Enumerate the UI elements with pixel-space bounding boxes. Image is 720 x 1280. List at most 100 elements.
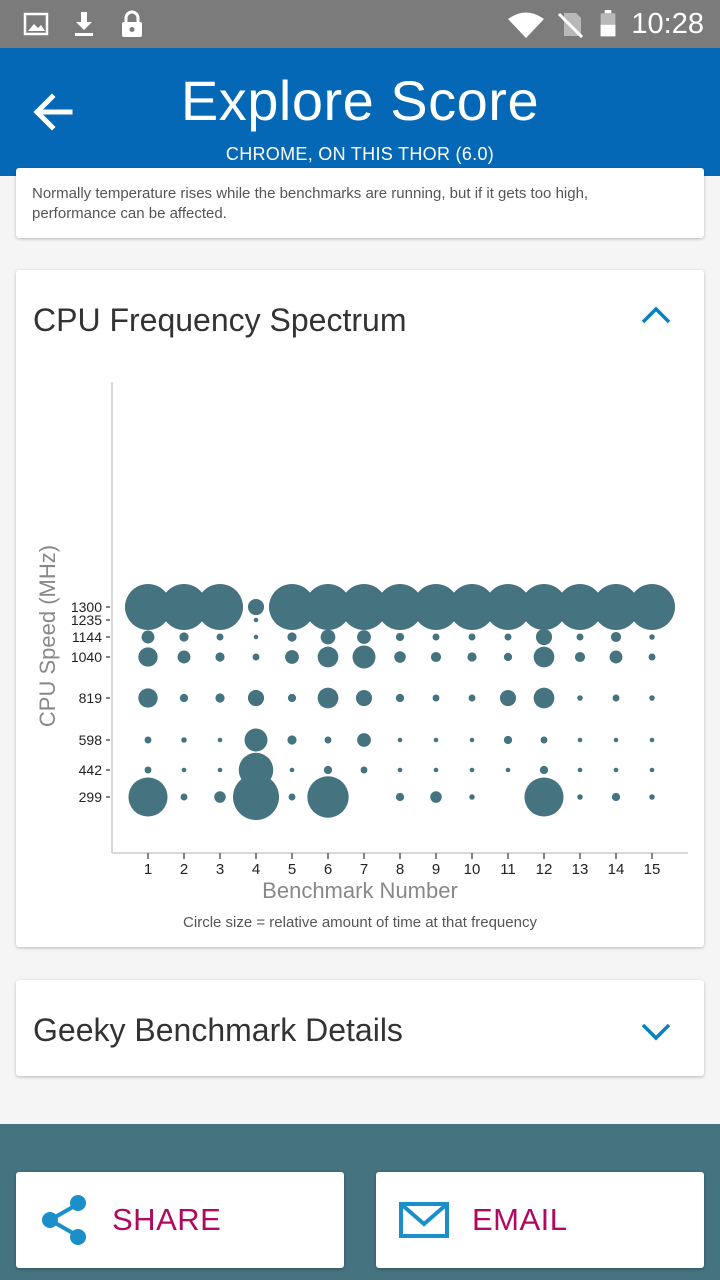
data-bubble xyxy=(504,633,512,641)
data-bubble xyxy=(395,693,405,703)
data-bubble xyxy=(540,736,548,744)
bottom-action-bar: SHARE EMAIL xyxy=(0,1124,720,1280)
x-tick-label: 3 xyxy=(216,861,224,878)
data-bubble xyxy=(469,794,475,800)
data-bubble xyxy=(394,651,406,663)
data-bubble xyxy=(577,695,583,701)
battery-icon xyxy=(600,10,616,37)
data-bubble xyxy=(252,653,260,661)
cpu-frequency-card: CPU Frequency Spectrum 299 442 598 819 1040 1… xyxy=(16,270,704,947)
data-bubble xyxy=(179,632,189,642)
data-bubble xyxy=(432,694,440,702)
data-bubble xyxy=(397,737,403,743)
data-bubble xyxy=(629,584,675,630)
y-tick-label: 299 xyxy=(79,789,103,805)
data-bubble xyxy=(216,633,224,641)
data-bubble xyxy=(430,791,442,803)
data-bubble xyxy=(244,728,268,752)
data-bubble xyxy=(468,694,476,702)
data-bubble xyxy=(521,584,567,630)
data-bubble xyxy=(317,687,339,709)
data-bubble xyxy=(649,695,655,701)
data-bubble xyxy=(217,737,223,743)
app-bar: Explore Score CHROME, ON THIS THOR (6.0) xyxy=(0,48,720,176)
chevron-down-icon[interactable] xyxy=(639,1020,673,1042)
data-bubble xyxy=(469,767,475,773)
data-bubble xyxy=(577,767,583,773)
data-bubble xyxy=(357,630,371,644)
data-bubble xyxy=(181,737,187,743)
wifi-icon xyxy=(508,12,544,38)
data-bubble xyxy=(533,687,555,709)
share-button[interactable]: SHARE xyxy=(16,1172,344,1268)
x-tick-label: 14 xyxy=(608,861,625,878)
chevron-up-icon[interactable] xyxy=(639,304,673,326)
data-bubble xyxy=(576,633,584,641)
data-bubble xyxy=(610,631,622,643)
geeky-benchmark-title: Geeky Benchmark Details xyxy=(33,1012,403,1048)
x-tick-label: 10 xyxy=(464,861,481,878)
data-bubble xyxy=(395,792,405,802)
y-tick-label: 1144 xyxy=(72,629,102,645)
data-bubble xyxy=(289,767,295,773)
data-bubble xyxy=(499,689,517,707)
data-bubble xyxy=(469,737,475,743)
email-button[interactable]: EMAIL xyxy=(376,1172,704,1268)
back-arrow-icon[interactable] xyxy=(30,90,74,134)
chart-axes xyxy=(106,382,688,859)
data-bubble xyxy=(593,584,639,630)
data-bubble xyxy=(535,628,553,646)
email-label: EMAIL xyxy=(472,1202,568,1237)
data-bubble xyxy=(430,651,442,663)
data-bubble xyxy=(433,767,439,773)
data-bubble xyxy=(138,688,158,708)
share-icon xyxy=(42,1195,86,1245)
data-bubble xyxy=(355,689,373,707)
page-subtitle: CHROME, ON THIS THOR (6.0) xyxy=(225,144,495,164)
geeky-benchmark-card[interactable]: Geeky Benchmark Details xyxy=(16,980,704,1076)
data-bubble xyxy=(524,777,564,817)
x-tick-label: 13 xyxy=(572,861,589,878)
data-bubble xyxy=(317,646,339,668)
data-bubble xyxy=(533,646,555,668)
data-bubble xyxy=(609,650,623,664)
data-bubble xyxy=(161,584,207,630)
data-bubble xyxy=(144,736,152,744)
data-bubble xyxy=(503,652,513,662)
data-bubble xyxy=(141,630,155,644)
download-icon xyxy=(75,12,93,36)
data-bubble xyxy=(433,737,439,743)
y-tick-label: 1040 xyxy=(71,649,102,665)
data-bubble xyxy=(214,791,226,803)
clock: 10:28 xyxy=(631,8,704,40)
data-bubble xyxy=(649,767,655,773)
data-bubble xyxy=(377,584,423,630)
x-tick-label: 12 xyxy=(536,861,553,878)
data-bubble xyxy=(179,693,189,703)
data-bubble xyxy=(307,776,349,818)
y-tick-label: 1235 xyxy=(71,612,102,628)
data-bubble xyxy=(539,765,549,775)
data-bubble xyxy=(611,792,621,802)
data-bubble xyxy=(577,794,583,800)
data-bubble xyxy=(233,774,279,820)
data-bubble xyxy=(468,633,476,641)
cpu-frequency-title: CPU Frequency Spectrum xyxy=(33,302,407,338)
data-bubble xyxy=(144,766,152,774)
data-bubble xyxy=(253,617,259,623)
data-bubble xyxy=(557,584,603,630)
data-bubble xyxy=(181,767,187,773)
x-tick-label: 8 xyxy=(396,861,404,878)
data-bubble xyxy=(432,633,440,641)
data-bubble xyxy=(215,652,225,662)
data-bubble xyxy=(247,598,265,616)
data-bubble xyxy=(217,767,223,773)
status-bar: 10:28 xyxy=(0,0,720,48)
data-bubble xyxy=(288,793,296,801)
y-tick-label: 598 xyxy=(79,732,103,748)
data-bubble xyxy=(323,765,333,775)
data-bubble xyxy=(305,584,351,630)
image-icon xyxy=(23,12,49,36)
data-bubble xyxy=(180,793,188,801)
